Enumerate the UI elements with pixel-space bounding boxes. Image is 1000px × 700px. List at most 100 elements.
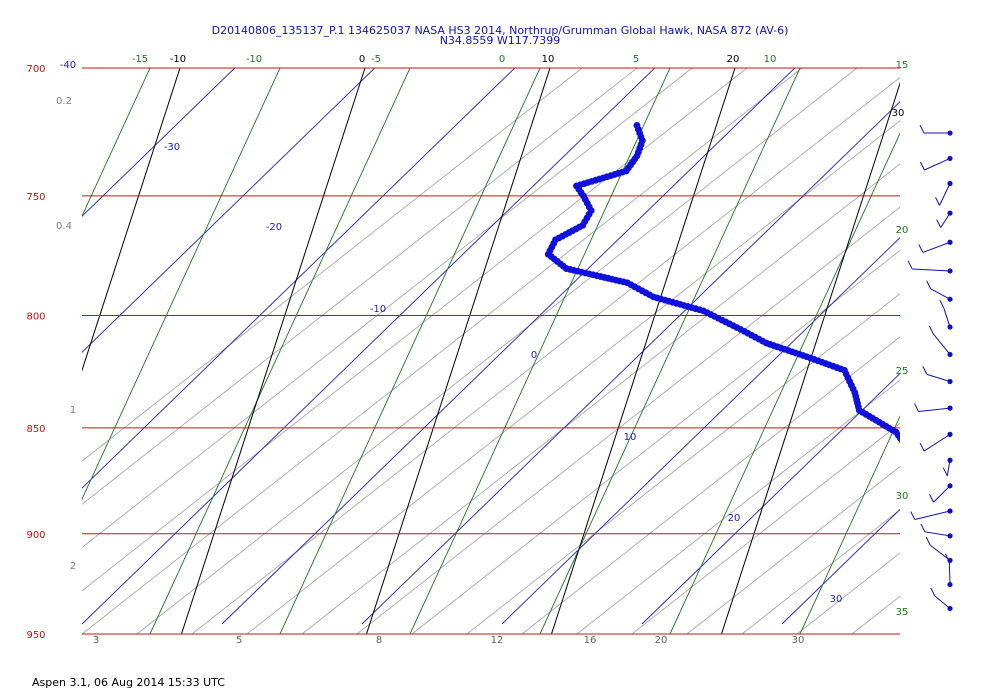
gray-line (246, 120, 900, 634)
blue-line (221, 68, 796, 625)
gray-line (576, 379, 900, 634)
isotherm-label-black: 10 (542, 54, 555, 65)
mixing-ratio-label: 12 (491, 635, 504, 646)
blue-line (361, 101, 900, 625)
wind-barb-staff (939, 183, 951, 206)
isotherm-label-green: -15 (132, 54, 148, 65)
wind-barb-flag (922, 366, 928, 375)
mixing-ratio-label: 5 (236, 635, 242, 646)
wind-barb (919, 155, 953, 171)
dewpoint-point (955, 535, 962, 542)
pressure-label: 950 (26, 630, 45, 641)
gray-line (686, 466, 900, 634)
wind-barb-staff (924, 157, 951, 171)
dewpoint-point (926, 482, 933, 489)
dewpoint-point (919, 587, 926, 594)
gray-line (82, 68, 583, 462)
dewpoint-point (916, 583, 923, 590)
dewpoint-point (913, 458, 920, 465)
wind-barb-dot (947, 180, 953, 187)
dewpoint-point (913, 575, 920, 582)
dewpoint-point (917, 465, 924, 472)
dewpoint-point (915, 461, 922, 468)
wind-barb-flag (928, 325, 934, 335)
wind-barb-flag (919, 442, 925, 452)
black-line (550, 68, 736, 634)
left-scale-label: 0.2 (56, 96, 72, 107)
wind-barb-staff (933, 485, 951, 503)
wind-barb-flag (930, 587, 936, 597)
dewpoint-point (942, 528, 949, 535)
dewpoint-point (906, 447, 913, 454)
gray-line (851, 595, 900, 634)
dewpoint-point (938, 522, 945, 529)
wind-barb (919, 431, 953, 452)
gray-line (82, 68, 803, 634)
wind-barb-dot (947, 239, 953, 245)
green-line (539, 68, 801, 634)
blue-line (82, 68, 236, 217)
dewpoint-point (927, 552, 934, 559)
gray-line (907, 68, 1000, 634)
wind-barb-staff (932, 333, 951, 355)
green-line (0, 68, 20, 634)
mixing-ratio-label: 3 (93, 635, 99, 646)
wind-barb-staff (912, 268, 951, 272)
mixing-ratio-label: 30 (792, 635, 805, 646)
isotherm-label-black: 30 (892, 108, 905, 119)
wind-barb-dot (947, 581, 953, 588)
green-line (149, 68, 411, 634)
wind-barb-staff (914, 510, 951, 521)
wind-barb (920, 523, 953, 539)
gray-line (136, 68, 858, 634)
wind-barb-flag (936, 219, 942, 228)
dewpoint-point (918, 561, 925, 568)
wind-barb-flag (939, 299, 945, 309)
wind-barb (942, 457, 953, 477)
wind-barb-staff (918, 407, 951, 412)
isotherm-label-green: 15 (896, 60, 909, 71)
isotherm-label-blue: -10 (370, 304, 386, 315)
wind-barb (907, 260, 953, 274)
chart-title: D20140806_135137_P.1 134625037 NASA HS3 … (211, 24, 789, 37)
wind-barb-staff (946, 460, 951, 476)
green-line (930, 68, 1000, 634)
wind-barb-staff (948, 561, 951, 585)
isotherm-label-blue: -20 (266, 222, 282, 233)
wind-barb (922, 366, 953, 385)
dewpoint-point (937, 518, 944, 525)
isotherm-label-green: 20 (896, 225, 909, 236)
isobars (82, 67, 900, 635)
dewpoint-point (943, 539, 950, 546)
chart-subtitle: N34.8559 W117.7399 (439, 34, 561, 47)
wind-barb (929, 483, 953, 503)
black-line (82, 68, 181, 372)
green-line (409, 68, 671, 634)
blue-line (82, 68, 376, 353)
wind-barb-flag (920, 523, 926, 533)
wind-barb-flag (914, 403, 919, 412)
wind-barb (926, 280, 953, 302)
gray-line (631, 422, 900, 634)
gray-line (521, 336, 900, 634)
mixing-ratio-label: 8 (376, 635, 382, 646)
dewpoint-point (908, 450, 915, 457)
isotherm-label-blue: -30 (164, 142, 180, 153)
mixing-ratio-label: 16 (584, 635, 597, 646)
left-scale-label: 1 (70, 405, 76, 416)
wind-barb-flag (925, 537, 931, 546)
gray-line (466, 293, 900, 634)
isotherm-label-green: -10 (246, 54, 262, 65)
pressure-label: 850 (26, 424, 45, 435)
wind-barb-staff (923, 433, 951, 452)
dewpoint-point (921, 558, 928, 565)
wind-barbs (907, 124, 953, 612)
dewpoint-point (952, 533, 959, 540)
wind-barb (918, 239, 953, 253)
dewpoint-point (939, 526, 946, 533)
blue-line (781, 508, 900, 625)
wind-barb-staff (929, 544, 951, 561)
dewpoint-point (923, 475, 930, 482)
